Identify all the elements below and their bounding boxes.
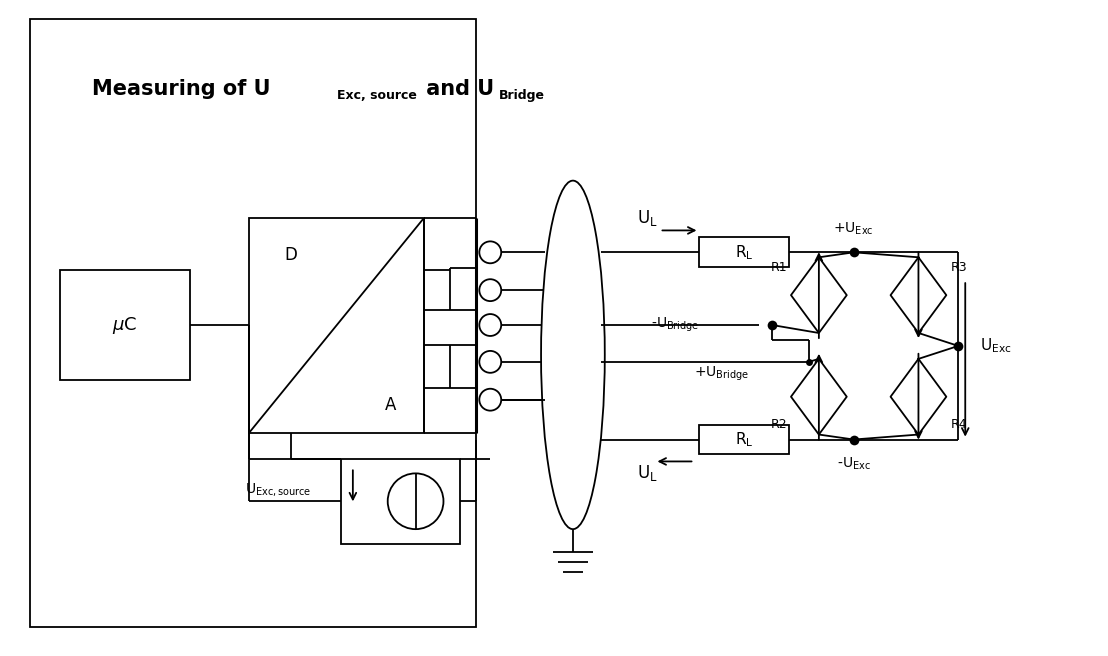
Text: U$_\mathregular{L}$: U$_\mathregular{L}$ [637,209,658,228]
Bar [699,424,789,455]
Text: A: A [384,396,397,414]
Bar [30,19,476,626]
Ellipse shape [541,180,605,529]
Circle shape [480,241,501,263]
Text: R$_\mathregular{L}$: R$_\mathregular{L}$ [735,243,753,262]
Text: Measuring of U: Measuring of U [92,79,270,99]
Text: $\mu$C: $\mu$C [112,314,137,335]
Text: R1: R1 [770,260,787,274]
Text: U$_\mathregular{Exc, source}$: U$_\mathregular{Exc, source}$ [245,481,311,498]
Bar [60,270,189,380]
Circle shape [480,351,501,373]
Text: and U: and U [419,79,494,99]
Text: +U$_\mathregular{Bridge}$: +U$_\mathregular{Bridge}$ [695,365,749,383]
Circle shape [480,389,501,411]
Text: R2: R2 [770,418,787,431]
Bar [699,237,789,267]
Text: R$_\mathregular{L}$: R$_\mathregular{L}$ [735,430,753,449]
Circle shape [480,314,501,336]
Text: D: D [285,246,298,264]
Bar [341,459,461,544]
Circle shape [480,279,501,301]
Text: Exc, source: Exc, source [337,89,417,102]
Text: U$_\mathregular{L}$: U$_\mathregular{L}$ [637,463,658,483]
Text: -U$_\mathregular{Exc}$: -U$_\mathregular{Exc}$ [837,455,871,472]
Circle shape [388,474,443,529]
Text: +U$_\mathregular{Exc}$: +U$_\mathregular{Exc}$ [833,220,874,237]
Bar [249,218,423,432]
Text: Bridge: Bridge [500,89,545,102]
Text: R4: R4 [951,418,967,431]
Text: -U$_\mathregular{Bridge}$: -U$_\mathregular{Bridge}$ [650,316,699,334]
Text: U$_\mathregular{Exc}$: U$_\mathregular{Exc}$ [981,337,1012,356]
Text: R3: R3 [951,260,967,274]
